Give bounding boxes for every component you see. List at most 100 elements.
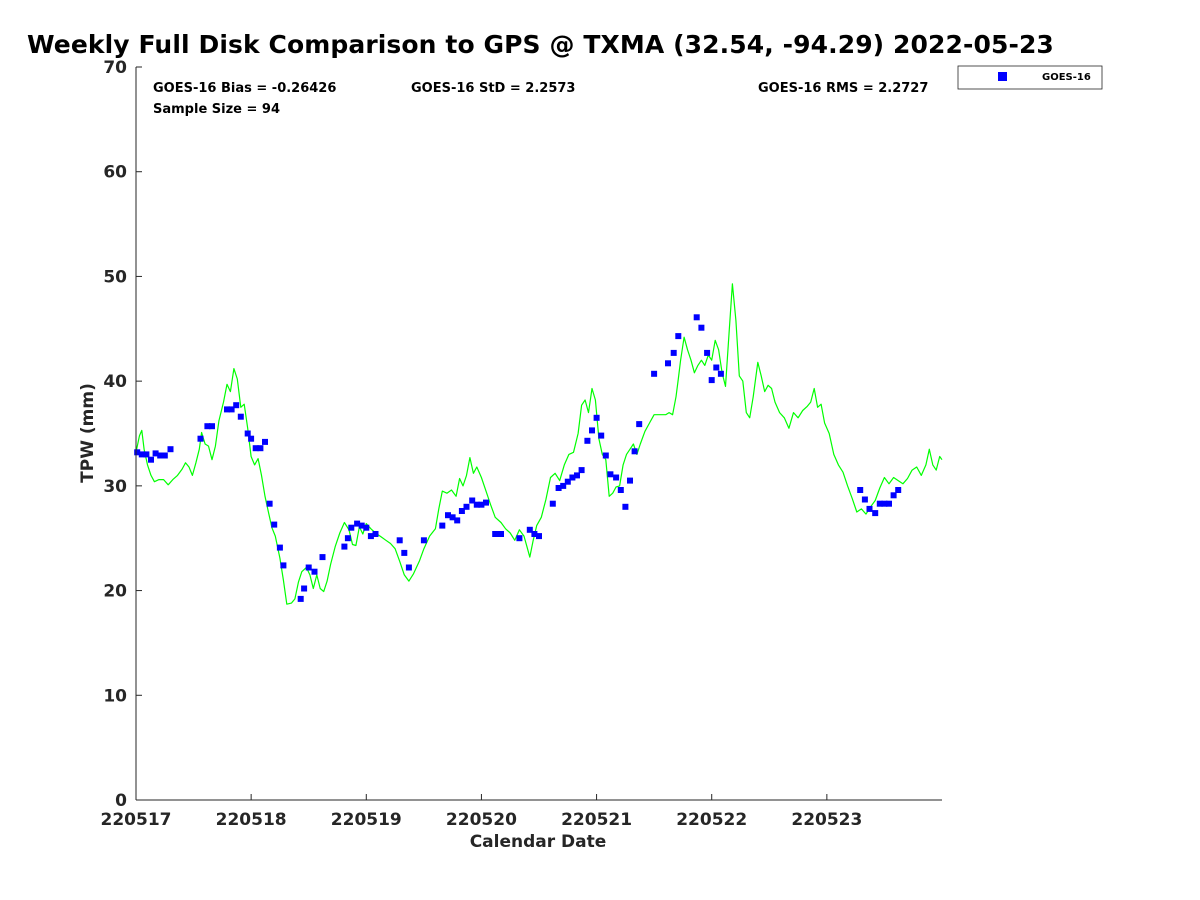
goes-point <box>636 421 643 428</box>
goes-point <box>578 467 585 474</box>
x-tick-label: 220521 <box>561 810 632 830</box>
goes-point <box>569 474 576 481</box>
goes-point <box>276 544 283 551</box>
y-ticks: 0 10 20 30 40 50 60 70 <box>103 58 142 811</box>
y-tick-label: 60 <box>103 163 127 183</box>
goes-point <box>148 456 154 463</box>
goes-point <box>167 446 174 453</box>
goes-point <box>396 537 403 544</box>
legend-label: GOES-16 <box>1042 72 1091 83</box>
goes-point <box>248 435 255 442</box>
goes-point <box>228 406 235 413</box>
goes-point <box>602 452 609 459</box>
goes-point <box>574 472 580 479</box>
goes-point <box>516 535 523 542</box>
goes-point <box>458 508 465 514</box>
goes-point <box>197 435 204 442</box>
goes-point <box>584 437 591 444</box>
goes-point <box>670 349 677 356</box>
goes-point <box>445 512 451 519</box>
goes-point <box>890 492 897 499</box>
goes-point <box>866 505 873 512</box>
goes-point <box>372 531 379 537</box>
rms-stat: GOES-16 RMS = 2.2727 <box>758 81 928 96</box>
x-axis-title: Calendar Date <box>470 832 607 852</box>
goes-point <box>224 406 230 413</box>
goes-point <box>665 360 671 367</box>
goes-point <box>405 564 412 571</box>
x-tick-label: 220523 <box>791 810 862 830</box>
x-tick-label: 220522 <box>676 810 747 830</box>
y-tick-label: 10 <box>103 686 127 706</box>
goes-point <box>531 531 538 537</box>
goes-point <box>344 535 351 542</box>
goes-point <box>478 501 485 508</box>
goes-point <box>536 533 542 540</box>
goes-point <box>138 451 145 458</box>
chart-title: Weekly Full Disk Comparison to GPS @ TXM… <box>27 30 1054 59</box>
goes-point <box>857 487 864 493</box>
goes-point <box>881 500 888 507</box>
goes-point <box>305 564 312 571</box>
goes-point <box>895 487 902 493</box>
goes-point <box>564 478 571 485</box>
goes-point <box>593 414 600 421</box>
goes-point <box>651 370 658 377</box>
goes-point <box>204 423 211 430</box>
goes-point <box>354 520 361 527</box>
goes-point <box>262 438 268 445</box>
goes-point <box>463 503 470 510</box>
y-tick-label: 30 <box>103 477 127 497</box>
goes-point <box>271 521 278 528</box>
goes-point <box>622 503 629 510</box>
goes-point <box>886 500 892 507</box>
x-tick-label: 220517 <box>101 810 172 830</box>
x-tick-label: 220518 <box>216 810 287 830</box>
gps-line <box>135 283 943 605</box>
goes-point <box>161 452 168 459</box>
y-axis-title: TPW (mm) <box>78 383 98 483</box>
goes-point <box>134 449 141 456</box>
goes-point <box>483 499 489 506</box>
goes-point <box>549 500 556 507</box>
goes-point <box>358 522 365 529</box>
goes-point <box>319 554 326 561</box>
goes-point <box>607 471 614 478</box>
x-tick-label: 220519 <box>331 810 402 830</box>
goes-point <box>439 522 446 529</box>
goes-point <box>266 500 273 507</box>
goes-point <box>143 451 150 458</box>
y-tick-label: 0 <box>115 791 127 811</box>
bias-stat: GOES-16 Bias = -0.26426 <box>153 81 336 96</box>
goes-point <box>244 430 251 437</box>
goes-point <box>297 595 304 602</box>
goes-point <box>861 496 868 503</box>
sample-size-stat: Sample Size = 94 <box>153 102 280 117</box>
goes-point <box>449 514 456 521</box>
gps-series <box>135 283 943 605</box>
goes-point <box>717 370 724 377</box>
goes-point <box>872 510 879 517</box>
goes-point <box>301 585 308 592</box>
goes-point <box>237 413 244 420</box>
goes-point <box>152 450 159 457</box>
goes-point <box>454 517 461 524</box>
goes-point <box>555 485 562 491</box>
goes-point <box>675 333 682 340</box>
legend: GOES-16 <box>957 65 1103 90</box>
x-tick-label: 220520 <box>446 810 517 830</box>
goes-point <box>876 500 883 507</box>
goes-point <box>367 533 374 540</box>
goes-point <box>280 562 287 569</box>
y-tick-label: 50 <box>103 267 127 287</box>
legend-marker <box>998 72 1007 81</box>
goes-point <box>631 448 638 455</box>
goes-point <box>693 314 700 321</box>
std-stat: GOES-16 StD = 2.2573 <box>411 81 575 96</box>
goes-point <box>627 477 633 484</box>
goes-point <box>708 377 715 384</box>
goes-point <box>420 537 427 544</box>
goes-point <box>348 524 355 531</box>
goes-point <box>157 452 164 459</box>
